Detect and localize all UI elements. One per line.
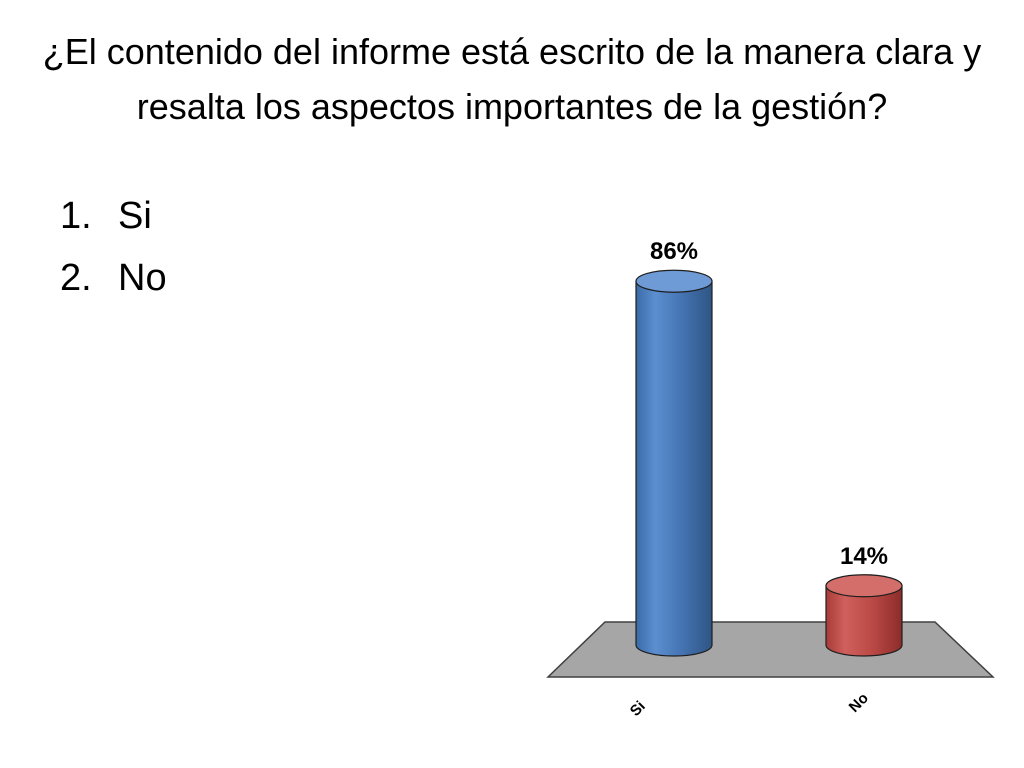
bar-si (635, 269, 713, 657)
slide-title: ¿El contenido del informe está escrito d… (42, 31, 982, 127)
bar-body-si (635, 280, 713, 657)
bars-group (635, 269, 903, 657)
bar-no (825, 574, 903, 657)
option-number: 1. (60, 195, 92, 237)
bar-top-si (635, 269, 713, 293)
bar-body-no (825, 585, 903, 657)
option-number: 2. (60, 257, 92, 299)
chart-floor (546, 621, 995, 678)
tick-label-no: No (846, 690, 872, 716)
tick-label-si: Si (627, 698, 649, 720)
answer-option-no: 2. No (60, 250, 480, 312)
data-labels-group: 86% 14% (650, 238, 888, 570)
option-label: Si (118, 195, 152, 237)
data-label-no: 14% (840, 543, 888, 570)
bar-top-no (825, 574, 903, 598)
data-label-si: 86% (650, 238, 698, 265)
category-tick-labels: Si No (627, 690, 872, 720)
answer-option-si: 1. Si (60, 188, 480, 250)
option-label: No (118, 257, 167, 299)
answer-options-list: 1. Si 2. No (60, 188, 480, 312)
